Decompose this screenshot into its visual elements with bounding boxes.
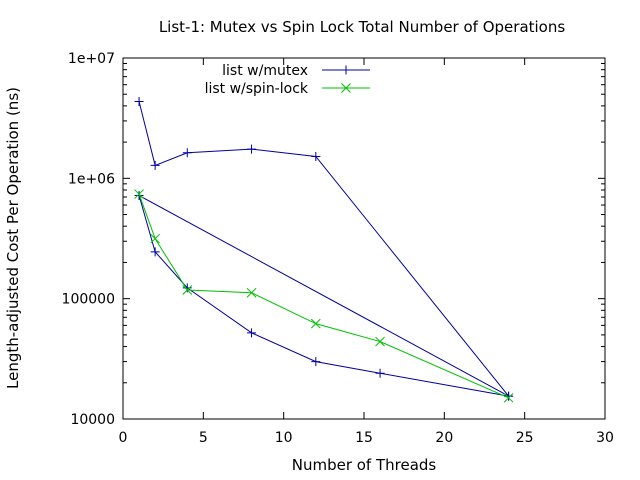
series-group	[134, 189, 514, 403]
legend: list w/mutex list w/spin-lock	[205, 63, 370, 97]
data-point-plus	[247, 144, 257, 154]
y-tick-label: 100000	[62, 292, 115, 308]
x-tick-label: 15	[355, 430, 373, 446]
data-point-plus	[182, 283, 192, 293]
legend-label: list w/mutex	[222, 63, 308, 79]
data-point-plus	[182, 148, 192, 158]
data-point-x	[134, 189, 144, 199]
series-layer	[134, 97, 514, 403]
data-point-x	[310, 318, 321, 329]
axis-ticks: 0 5 10 15 20 25 30 10000 100000 1e+06 1e+07	[62, 51, 614, 446]
x-tick-label: 30	[596, 430, 614, 446]
y-tick-label: 1e+07	[68, 51, 115, 67]
data-point-x	[150, 233, 160, 244]
data-point-x	[341, 83, 351, 93]
data-point-plus	[134, 97, 144, 107]
data-point-x	[375, 336, 385, 347]
data-point-plus	[311, 357, 321, 367]
data-point-plus	[375, 368, 385, 378]
y-tick-label: 1e+06	[68, 171, 115, 187]
data-point-plus	[150, 160, 160, 170]
plot-area-frame	[122, 57, 606, 420]
chart-title: List-1: Mutex vs Spin Lock Total Number …	[159, 18, 566, 36]
legend-label: list w/spin-lock	[205, 81, 309, 97]
series-group	[134, 97, 514, 401]
x-tick-label: 0	[119, 430, 128, 446]
y-axis-title: Length-adjusted Cost Per Operation (ns)	[4, 87, 22, 389]
x-tick-label: 20	[435, 430, 453, 446]
data-point-x	[182, 285, 193, 295]
series-line	[138, 101, 509, 397]
data-point-plus	[311, 151, 321, 161]
y-tick-label: 10000	[70, 412, 115, 428]
data-point-plus	[341, 65, 351, 75]
x-tick-label: 25	[516, 430, 534, 446]
x-tick-label: 10	[275, 430, 293, 446]
x-tick-label: 5	[199, 430, 208, 446]
data-point-plus	[247, 328, 257, 338]
data-point-x	[246, 287, 257, 298]
data-point-x	[503, 392, 514, 403]
data-point-plus	[150, 247, 160, 257]
x-axis-title: Number of Threads	[292, 456, 437, 474]
